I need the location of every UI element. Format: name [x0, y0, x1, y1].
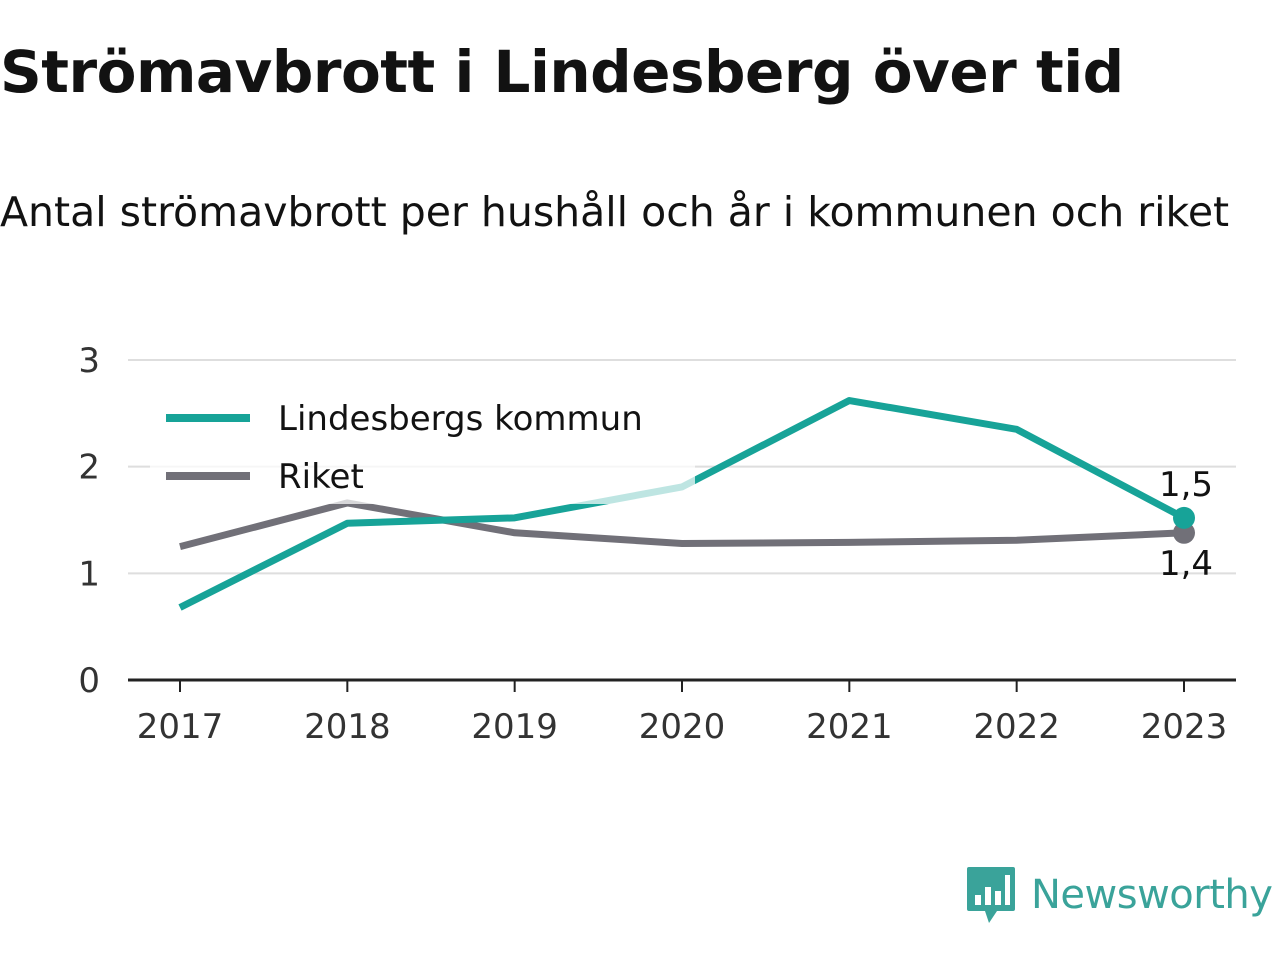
y-tick-label: 1: [78, 554, 100, 594]
brand-logo: Newsworthy: [965, 865, 1273, 925]
brand-name: Newsworthy: [1031, 872, 1273, 918]
legend-background: [150, 386, 695, 504]
end-value-label: 1,4: [1159, 544, 1213, 584]
series-line-1: [179, 499, 1185, 551]
y-tick-label: 3: [78, 341, 100, 381]
x-tick-label: 2022: [973, 707, 1060, 747]
x-tick-label: 2021: [806, 707, 893, 747]
legend-label: Riket: [278, 457, 364, 497]
chart-subtitle: Antal strömavbrott per hushåll och år i …: [0, 188, 1230, 236]
legend-label: Lindesbergs kommun: [278, 399, 643, 439]
legend: Lindesbergs kommun Riket: [150, 386, 695, 504]
y-tick-label: 0: [78, 661, 100, 701]
end-labels: 1,5 1,4: [1159, 465, 1213, 584]
x-tick-label: 2019: [471, 707, 558, 747]
y-tick-label: 2: [78, 448, 100, 488]
x-tick-label: 2018: [304, 707, 391, 747]
line-chart: 0 1 2 3 2017 2018 2019 2020 2021 2022 2023 Lindes…: [78, 341, 1236, 747]
x-axis: 2017 2018 2019 2020 2021 2022 2023: [128, 678, 1236, 747]
end-value-label: 1,5: [1159, 465, 1213, 505]
end-point-marker: [1173, 506, 1195, 529]
x-tick-label: 2017: [137, 707, 224, 747]
x-tick-label: 2020: [639, 707, 726, 747]
x-tick-label: 2023: [1141, 707, 1228, 747]
newsworthy-logo-icon: [967, 867, 1015, 923]
chart-title: Strömavbrott i Lindesberg över tid: [0, 38, 1124, 106]
